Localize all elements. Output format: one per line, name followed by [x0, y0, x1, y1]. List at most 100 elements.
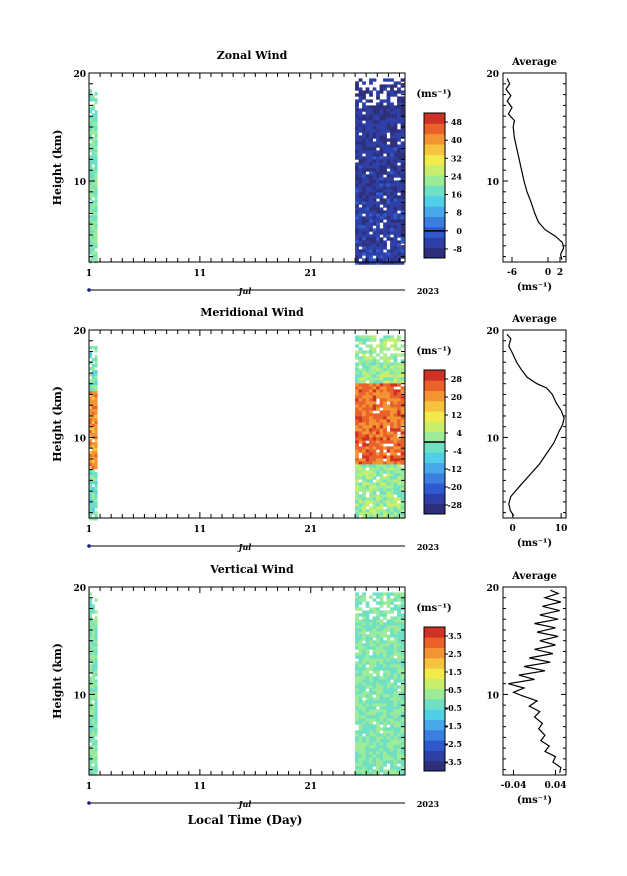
heatmap-cell: [400, 739, 405, 743]
heatmap-cell: [376, 688, 380, 692]
heatmap-cell: [91, 490, 95, 494]
heatmap-cell: [355, 228, 359, 232]
heatmap-cell: [91, 373, 95, 377]
heatmap-cell: [390, 183, 394, 187]
heatmap-cell: [379, 87, 384, 91]
heatmap-cell: [89, 191, 93, 195]
heatmap-cell: [372, 168, 377, 172]
heatmap-cell: [94, 391, 98, 395]
heatmap-cell: [376, 246, 380, 250]
heatmap-cell: [393, 470, 398, 474]
heatmap-cell: [383, 210, 387, 214]
heatmap-cell: [89, 110, 93, 114]
heatmap-cell: [383, 479, 387, 483]
heatmap-cell: [358, 195, 363, 199]
colorbar-tick-label: 28: [451, 374, 463, 384]
heatmap-cell: [393, 458, 398, 462]
heatmap-cell: [376, 243, 380, 247]
heatmap-cell: [383, 646, 387, 650]
heatmap-cell: [355, 449, 359, 453]
colorbar-tick-label: -3.5: [445, 757, 462, 767]
heatmap-cell: [397, 219, 401, 223]
heatmap-cell: [376, 664, 380, 668]
heatmap-cell: [390, 123, 394, 127]
heatmap-cell: [383, 691, 387, 695]
heatmap-cell: [390, 512, 394, 516]
heatmap-cell: [89, 391, 93, 395]
heatmap-cell: [393, 619, 398, 623]
heatmap-cell: [355, 664, 359, 668]
heatmap-cell: [400, 616, 405, 620]
heatmap-cell: [390, 724, 394, 728]
heatmap-cell: [94, 667, 98, 671]
heatmap-cell: [94, 349, 98, 353]
heatmap-cell: [390, 452, 394, 456]
heatmap-cell: [400, 509, 405, 513]
heatmap-cell: [369, 198, 373, 202]
heatmap-cell: [379, 147, 384, 151]
heatmap-cell: [393, 446, 398, 450]
heatmap-cell: [369, 748, 373, 752]
heatmap-cell: [358, 96, 363, 100]
heatmap-cell: [390, 479, 394, 483]
heatmap-cell: [400, 670, 405, 674]
heatmap-cell: [91, 655, 95, 659]
heatmap-cell: [386, 192, 391, 196]
heatmap-cell: [376, 616, 380, 620]
heatmap-cell: [89, 631, 93, 635]
heatmap-cell: [91, 242, 95, 246]
heatmap-cell: [358, 177, 363, 181]
heatmap-cell: [89, 469, 93, 473]
heatmap-cell: [383, 159, 387, 163]
heatmap-cell: [376, 712, 380, 716]
heatmap-cell: [91, 697, 95, 701]
heatmap-cell: [379, 90, 384, 94]
heatmap-cell: [372, 500, 377, 504]
heatmap-cell: [393, 225, 398, 229]
heatmap-cell: [386, 736, 391, 740]
heatmap-cell: [400, 724, 405, 728]
heatmap-cell: [393, 643, 398, 647]
heatmap-cell: [379, 470, 384, 474]
month-start-marker: [87, 801, 91, 805]
heatmap-cell: [400, 667, 405, 671]
heatmap-cell: [397, 105, 401, 109]
heatmap-cell: [372, 150, 377, 154]
heatmap-cell: [89, 499, 93, 503]
heatmap-cell: [94, 116, 98, 120]
heatmap-cell: [390, 488, 394, 492]
heatmap-cell: [91, 496, 95, 500]
heatmap-cell: [376, 488, 380, 492]
heatmap-cell: [94, 379, 98, 383]
heatmap-cell: [89, 409, 93, 413]
heatmap-cell: [89, 460, 93, 464]
heatmap-cell: [362, 252, 366, 256]
heatmap-cell: [365, 697, 370, 701]
month-label: Jul: [237, 286, 252, 296]
heatmap-cell: [358, 210, 363, 214]
heatmap-cell: [89, 221, 93, 225]
heatmap-cell: [369, 766, 373, 770]
heatmap-cell: [393, 467, 398, 471]
heatmap-cell: [390, 592, 394, 596]
heatmap-cell: [91, 469, 95, 473]
heatmap-cell: [386, 664, 391, 668]
heatmap-cell: [397, 449, 401, 453]
heatmap-cell: [355, 679, 359, 683]
heatmap-cell: [369, 494, 373, 498]
heatmap-cell: [372, 201, 377, 205]
heatmap-cell: [372, 338, 377, 342]
heatmap-cell: [400, 162, 405, 166]
heatmap-cell: [386, 171, 391, 175]
heatmap-cell: [379, 757, 384, 761]
heatmap-cell: [355, 452, 359, 456]
panel-title: Meridional Wind: [200, 306, 304, 319]
heatmap-cell: [383, 512, 387, 516]
heatmap-cell: [393, 721, 398, 725]
heatmap-cell: [376, 652, 380, 656]
heatmap-cell: [355, 739, 359, 743]
heatmap-cell: [372, 718, 377, 722]
heatmap-cell: [376, 658, 380, 662]
heatmap-cell: [386, 389, 391, 393]
